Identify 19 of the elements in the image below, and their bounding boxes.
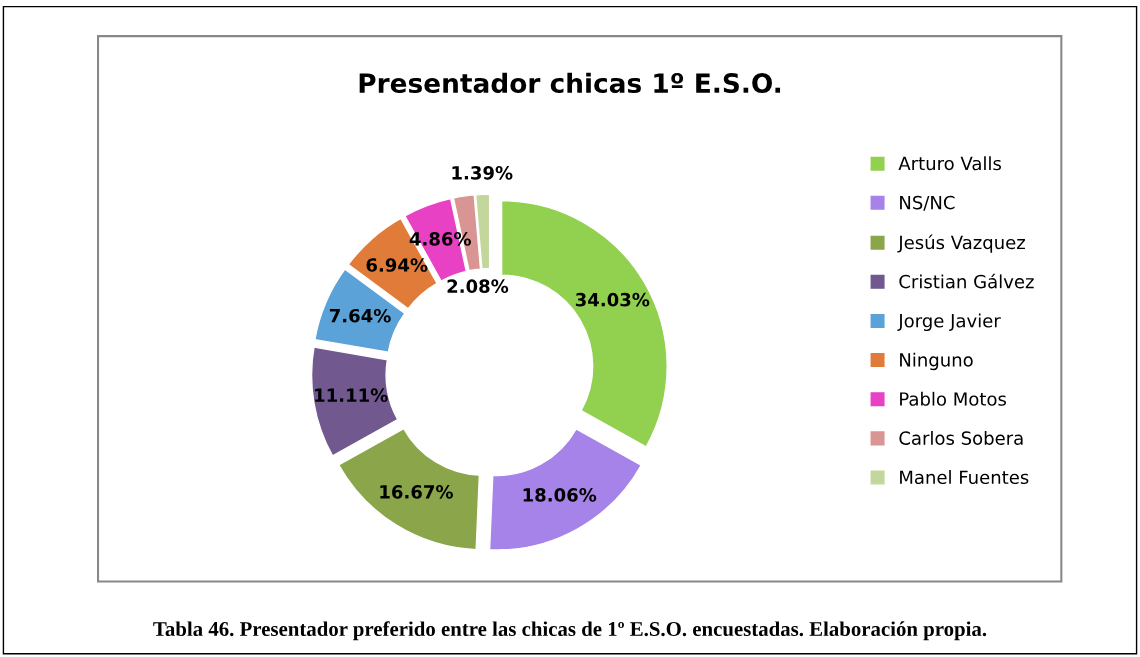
legend-label: Cristian Gálvez: [899, 273, 1034, 289]
legend-label: Pablo Motos: [900, 391, 1007, 406]
chart-title: Presentador chicas 1º E.S.O.: [359, 72, 781, 94]
legend-label: Jorge Javier: [897, 313, 1001, 332]
legend-label: Ninguno: [900, 352, 973, 371]
legend-label: Manel Fuentes: [900, 470, 1029, 485]
text: Tabla 46. Presentador preferido entre las chicas de 1º E.S.O. encuestadas. Elaboración propia.: [153, 621, 987, 641]
legend-label: Arturo Valls: [898, 156, 1002, 171]
legend-label: NS/NC: [900, 195, 955, 211]
data-label: 18.06%: [523, 488, 597, 502]
data-label: 11.11%: [315, 388, 388, 403]
data-label: 6.94%: [366, 258, 428, 272]
data-label: 7.64%: [329, 308, 391, 323]
legend-label: Jesús Vazquez: [897, 234, 1025, 253]
legend-label: Carlos Sobera: [899, 430, 1023, 445]
data-label: 2.08%: [447, 279, 509, 294]
data-label: 1.39%: [452, 166, 513, 180]
data-label: 16.67%: [380, 485, 453, 499]
data-label: 34.03%: [575, 292, 650, 307]
